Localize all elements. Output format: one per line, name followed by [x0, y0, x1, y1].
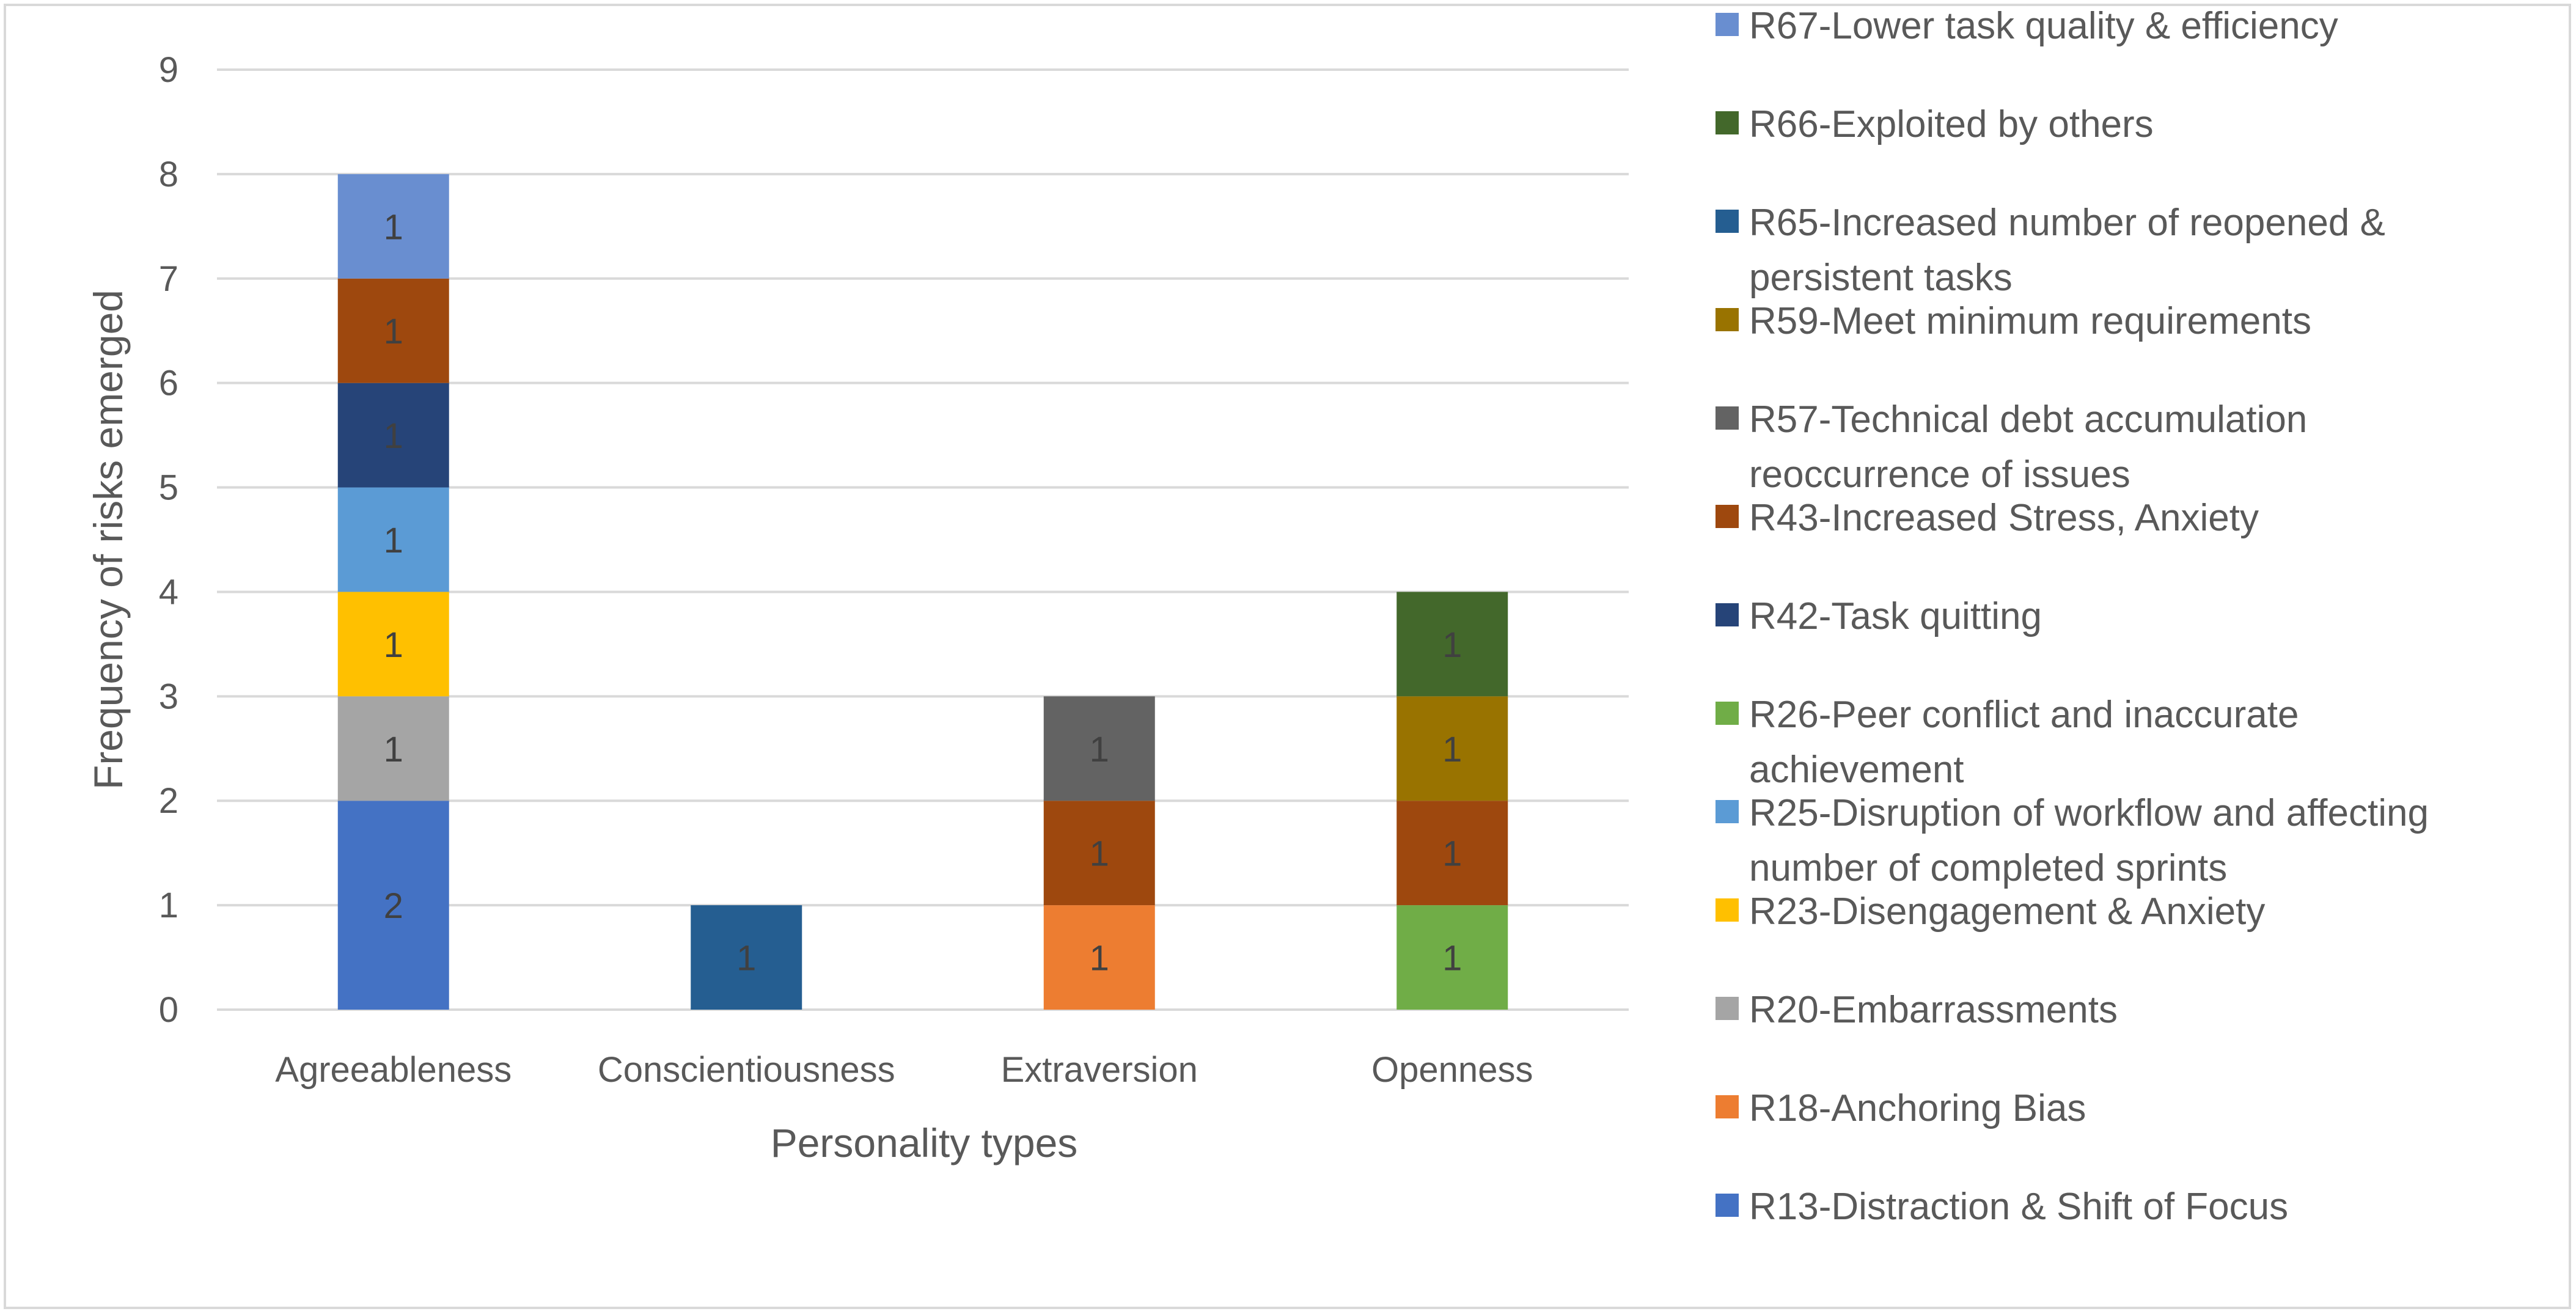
legend-label: R43-Increased Stress, Anxiety: [1749, 497, 2259, 539]
y-tick-label: 9: [159, 50, 178, 90]
bar-segment: [1396, 801, 1508, 906]
legend-label: achievement: [1749, 749, 1964, 791]
legend-swatch: [1715, 997, 1739, 1020]
y-tick-label: 6: [159, 364, 178, 403]
bar-segment: [1396, 696, 1508, 801]
legend-swatch: [1715, 406, 1739, 430]
legend-swatch: [1715, 800, 1739, 823]
legend-swatch: [1715, 1095, 1739, 1118]
bar-data-label: 1: [1090, 939, 1109, 978]
legend: R67-Lower task quality & efficiency R66-E…: [1715, 5, 2429, 1228]
y-axis-title: Frequency of risks emerged: [86, 290, 131, 790]
legend-swatch: [1715, 603, 1739, 626]
bar-data-label: 1: [384, 207, 403, 247]
bar-data-label: 1: [384, 625, 403, 665]
y-tick-label: 7: [159, 259, 178, 299]
legend-swatch: [1715, 13, 1739, 36]
bar-data-label: 2: [384, 886, 403, 926]
x-axis-title: Personality types: [771, 1120, 1078, 1165]
bar-data-label: 1: [1090, 730, 1109, 769]
legend-label: R13-Distraction & Shift of Focus: [1749, 1186, 2288, 1228]
bar-data-label: 1: [384, 312, 403, 351]
legend-swatch: [1715, 210, 1739, 233]
bar-data-label: 1: [384, 416, 403, 456]
y-tick-label: 0: [159, 990, 178, 1030]
legend-swatch: [1715, 1194, 1739, 1217]
bar-segment: [337, 801, 449, 1010]
legend-label: R65-Increased number of reopened &: [1749, 202, 2385, 244]
bar-data-label: 1: [1090, 834, 1109, 874]
x-axis-categories: Agreeableness Conscientiousness Extraversi…: [275, 1050, 1533, 1090]
bar-segment: [1396, 905, 1508, 1010]
x-tick-label: Conscientiousness: [598, 1050, 895, 1090]
legend-swatch: [1715, 505, 1739, 528]
bar-segment: [337, 383, 449, 488]
y-tick-label: 2: [159, 781, 178, 821]
bar-data-label: 1: [1442, 730, 1462, 769]
bar-segment: [337, 487, 449, 592]
y-tick-label: 1: [159, 886, 178, 925]
x-tick-label: Extraversion: [1001, 1050, 1198, 1090]
x-tick-label: Agreeableness: [275, 1050, 512, 1090]
legend-label: R67-Lower task quality & efficiency: [1749, 5, 2338, 47]
legend-label: R57-Technical debt accumulation: [1749, 398, 2307, 441]
y-tick-label: 3: [159, 677, 178, 716]
y-tick-label: 8: [159, 155, 178, 194]
y-tick-label: 4: [159, 572, 178, 612]
legend-label: R25-Disruption of workflow and affecting: [1749, 792, 2429, 834]
legend-label: R23-Disengagement & Anxiety: [1749, 890, 2265, 933]
gridlines: [217, 68, 1629, 1011]
legend-label: R42-Task quitting: [1749, 595, 2042, 637]
legend-swatch: [1715, 308, 1739, 331]
bar-segment: [337, 278, 449, 383]
legend-label: R66-Exploited by others: [1749, 103, 2154, 145]
y-axis-ticks: 0 1 2 3 4 5 6 7 8 9: [159, 50, 178, 1030]
bar-data-label: 1: [1442, 939, 1462, 978]
legend-label: persistent tasks: [1749, 257, 2013, 299]
legend-swatch: [1715, 111, 1739, 134]
bar-segment: [691, 905, 802, 1010]
x-tick-label: Openness: [1371, 1050, 1533, 1090]
bar-data-label: 1: [384, 730, 403, 769]
bar-segment: [337, 592, 449, 697]
bar-segment: [1043, 905, 1155, 1010]
legend-swatch: [1715, 702, 1739, 725]
bar-data-label: 1: [384, 521, 403, 560]
bar-data-label: 1: [736, 939, 756, 978]
legend-swatch: [1715, 898, 1739, 922]
bar-segment: [337, 174, 449, 279]
bar-segment: [1043, 696, 1155, 801]
bar-data-label: 1: [1442, 834, 1462, 874]
bar-segment: [337, 696, 449, 801]
bar-data-label: 1: [1442, 625, 1462, 665]
legend-label: R26-Peer conflict and inaccurate: [1749, 694, 2299, 736]
legend-label: R59-Meet minimum requirements: [1749, 300, 2311, 342]
bar-segment: [1396, 592, 1508, 697]
bars: 2 1 1 1 1 1 1 1 1 1 1 1 1 1 1: [337, 174, 1508, 1010]
y-tick-label: 5: [159, 468, 178, 508]
legend-label: R18-Anchoring Bias: [1749, 1087, 2086, 1129]
legend-label: reoccurrence of issues: [1749, 453, 2130, 496]
bar-segment: [1043, 801, 1155, 906]
legend-label: R20-Embarrassments: [1749, 989, 2118, 1031]
legend-label: number of completed sprints: [1749, 847, 2227, 889]
